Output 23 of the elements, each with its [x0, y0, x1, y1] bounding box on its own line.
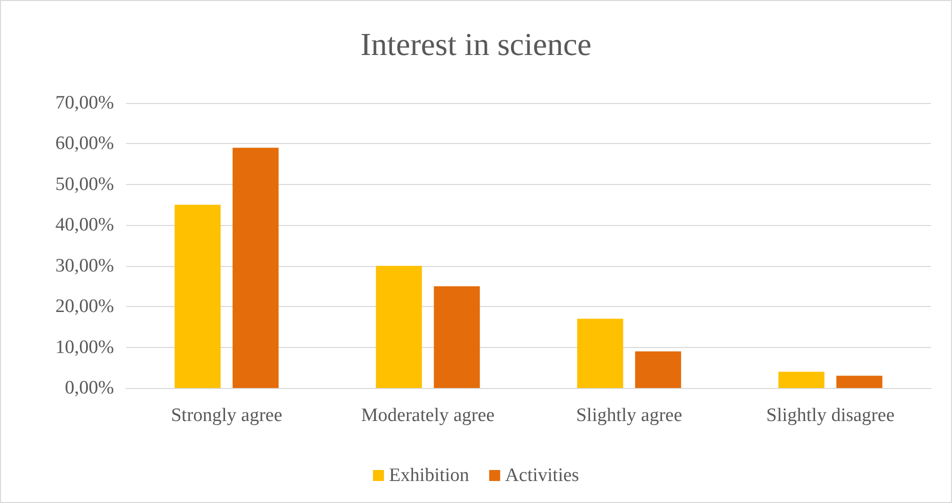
bar: [836, 376, 882, 388]
x-tick-label: Strongly agree: [170, 405, 282, 426]
y-tick-label: 50,00%: [55, 174, 114, 195]
bar: [232, 148, 279, 388]
y-tick-label: 10,00%: [55, 336, 114, 358]
y-tick-label: 30,00%: [55, 255, 114, 276]
legend-label: Exhibition: [388, 465, 470, 486]
bar: [635, 351, 682, 388]
x-tick-label: Moderately agree: [361, 405, 495, 426]
bar: [174, 204, 221, 388]
bar: [778, 372, 824, 388]
x-tick-label: Slightly disagree: [766, 405, 894, 426]
bar: [577, 318, 624, 388]
chart-title: Interest in science: [360, 26, 592, 62]
legend-label: Activities: [505, 465, 580, 486]
y-tick-label: 20,00%: [55, 296, 114, 318]
y-tick-label: 60,00%: [55, 133, 114, 154]
y-tick-label: 70,00%: [55, 92, 114, 114]
x-tick-label: Slightly agree: [576, 405, 682, 426]
bar: [376, 266, 422, 388]
y-tick-label: 0,00%: [64, 378, 114, 398]
y-tick-label: 40,00%: [55, 214, 114, 236]
bar: [434, 286, 480, 388]
